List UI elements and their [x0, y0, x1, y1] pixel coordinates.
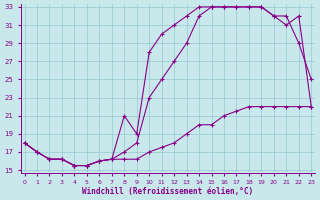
- X-axis label: Windchill (Refroidissement éolien,°C): Windchill (Refroidissement éolien,°C): [82, 187, 253, 196]
